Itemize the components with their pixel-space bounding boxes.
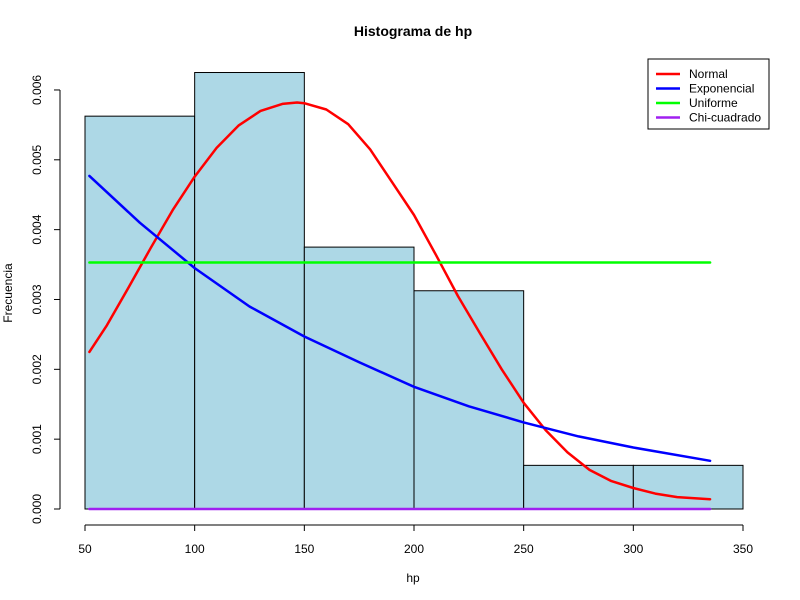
y-tick-label: 0.001 (30, 424, 44, 454)
exponencial-curve (88, 174, 712, 463)
y-tick-label: 0.000 (30, 494, 44, 524)
histogram-bar (84, 115, 196, 510)
histogram-bar (303, 246, 415, 510)
y-tick-label: 0.006 (30, 75, 44, 105)
y-axis: 0.000 0.001 0.002 0.003 0.004 0.005 0.006 (30, 75, 61, 524)
x-tick-label: 300 (623, 542, 643, 556)
x-axis: 50 100 150 200 250 300 350 (78, 524, 753, 556)
x-tick-label: 350 (733, 542, 753, 556)
x-tick-label: 100 (185, 542, 205, 556)
legend-label: Uniforme (689, 96, 738, 110)
histogram-bar (523, 464, 634, 510)
histogram-bars (84, 72, 744, 510)
y-tick-label: 0.005 (30, 144, 44, 174)
legend-label: Exponencial (689, 82, 754, 96)
y-tick-label: 0.002 (30, 354, 44, 384)
y-tick-label: 0.004 (30, 214, 44, 244)
y-axis-label: Frecuencia (1, 263, 15, 323)
x-tick-label: 200 (404, 542, 424, 556)
histogram-bar (194, 72, 305, 510)
y-tick-label: 0.003 (30, 284, 44, 314)
legend-label: Normal (689, 67, 728, 81)
chart-title: Histograma de hp (354, 23, 472, 39)
normal-curve (88, 101, 712, 501)
x-tick-label: 250 (514, 542, 534, 556)
histogram-bar (413, 290, 525, 510)
x-tick-label: 50 (78, 542, 92, 556)
density-curves (88, 101, 712, 511)
x-tick-label: 150 (294, 542, 314, 556)
x-axis-label: hp (406, 571, 420, 585)
histogram-bar (632, 464, 744, 510)
legend-label: Chi-cuadrado (689, 111, 761, 125)
